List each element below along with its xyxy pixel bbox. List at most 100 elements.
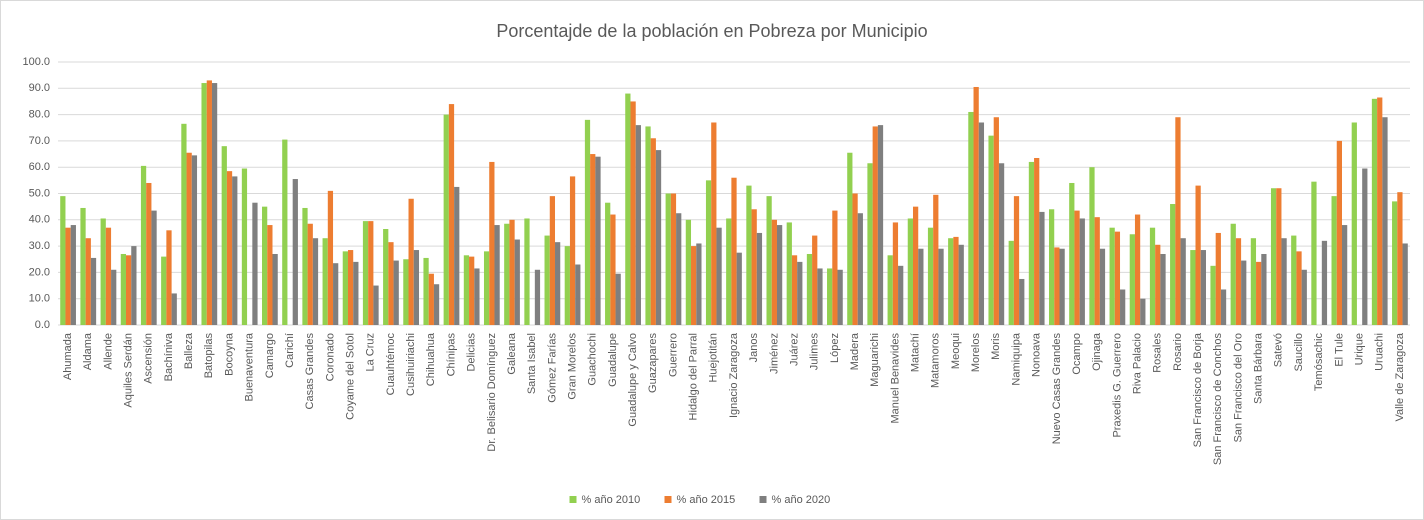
bar	[1392, 201, 1398, 325]
bar	[892, 222, 899, 325]
bar	[907, 218, 913, 325]
bar	[691, 246, 697, 325]
bar	[534, 269, 541, 325]
y-tick-label: 60.0	[29, 161, 50, 173]
bar	[206, 80, 212, 325]
bar	[307, 223, 313, 325]
bar	[126, 255, 132, 325]
x-tick-label: Juárez	[788, 333, 800, 366]
bar	[973, 86, 979, 325]
x-tick-label: Cuauhtémoc	[385, 333, 397, 396]
bar	[1270, 188, 1277, 325]
bar	[1371, 98, 1378, 325]
x-tick-label: Chínipas	[445, 333, 457, 377]
bar	[1291, 235, 1297, 325]
bar	[327, 190, 334, 325]
bar	[736, 252, 742, 325]
bar	[1155, 244, 1161, 325]
x-tick-label: Madera	[849, 332, 861, 370]
bar	[166, 230, 172, 325]
x-tick-label: Nonoava	[1031, 332, 1043, 377]
bar	[211, 83, 218, 325]
x-tick-label: Satevó	[1273, 333, 1285, 367]
bar	[806, 253, 813, 325]
bar	[912, 206, 919, 325]
x-tick-label: Aquiles Serdán	[123, 333, 135, 408]
x-tick-label: El Tule	[1333, 333, 1345, 367]
bar	[433, 284, 440, 325]
bar	[1028, 161, 1035, 325]
x-tick-label: Gómez Farías	[546, 333, 558, 403]
y-tick-label: 90.0	[29, 82, 50, 94]
bar	[867, 163, 873, 325]
x-tick-label: Santa Isabel	[526, 333, 538, 394]
bar	[161, 256, 167, 325]
bar	[252, 202, 258, 325]
bar	[988, 135, 994, 325]
bar	[872, 126, 878, 325]
bar	[151, 210, 157, 325]
bar	[837, 269, 843, 325]
x-tick-label: Guadalupe y Calvo	[627, 333, 639, 427]
y-tick-label: 50.0	[29, 187, 50, 199]
bar	[575, 264, 581, 325]
bar	[564, 246, 570, 325]
bar	[1175, 117, 1181, 325]
x-tick-label: Coronado	[324, 333, 336, 381]
bar	[1301, 269, 1307, 325]
bar	[448, 104, 455, 325]
bar	[1261, 253, 1267, 325]
bar	[362, 221, 369, 325]
bar	[1120, 289, 1126, 325]
bar	[1069, 182, 1075, 325]
bar	[1008, 240, 1014, 325]
bar	[80, 207, 86, 325]
bar	[428, 273, 434, 325]
y-tick-label: 70.0	[29, 135, 50, 147]
x-tick-label: Casas Grandes	[304, 333, 316, 410]
bar	[766, 196, 772, 325]
bar	[1321, 240, 1328, 325]
x-tick-label: San Francisco del Oro	[1232, 333, 1244, 442]
bar	[368, 221, 374, 325]
bar	[1331, 196, 1337, 325]
bar	[1054, 247, 1060, 325]
bar	[1079, 218, 1085, 325]
bar	[524, 218, 530, 325]
x-tick-label: Dr. Belisario Domínguez	[486, 333, 498, 452]
bar	[322, 238, 328, 325]
bar	[998, 163, 1005, 325]
bar	[186, 152, 192, 325]
bar	[1397, 192, 1403, 325]
x-tick-label: San Francisco de Borja	[1192, 332, 1204, 447]
bar	[423, 257, 429, 325]
x-tick-label: Guachochi	[587, 333, 599, 386]
bar	[1250, 238, 1257, 325]
bar	[958, 244, 964, 325]
bar	[494, 225, 500, 325]
bar	[1149, 227, 1156, 325]
y-tick-label: 10.0	[29, 293, 50, 305]
x-tick-label: Guerrero	[667, 333, 679, 377]
bar	[146, 182, 152, 325]
bar	[705, 180, 712, 325]
bar	[665, 193, 671, 325]
bar	[544, 235, 550, 325]
x-tick-label: Ocampo	[1071, 333, 1083, 375]
bar	[1377, 97, 1383, 325]
bar	[1039, 211, 1045, 325]
bar	[584, 119, 591, 325]
bar	[1382, 117, 1388, 325]
x-tick-label: Matamoros	[930, 333, 942, 389]
bar	[1256, 261, 1262, 325]
x-tick-label: Rosales	[1152, 333, 1164, 373]
bar	[650, 138, 656, 325]
bar	[1134, 214, 1141, 325]
bar	[232, 176, 238, 325]
bar	[847, 152, 853, 325]
bar	[812, 235, 818, 325]
bar	[852, 193, 858, 325]
bar	[1276, 188, 1282, 325]
bar	[1094, 217, 1100, 325]
x-tick-label: Valle de Zaragoza	[1394, 332, 1406, 421]
